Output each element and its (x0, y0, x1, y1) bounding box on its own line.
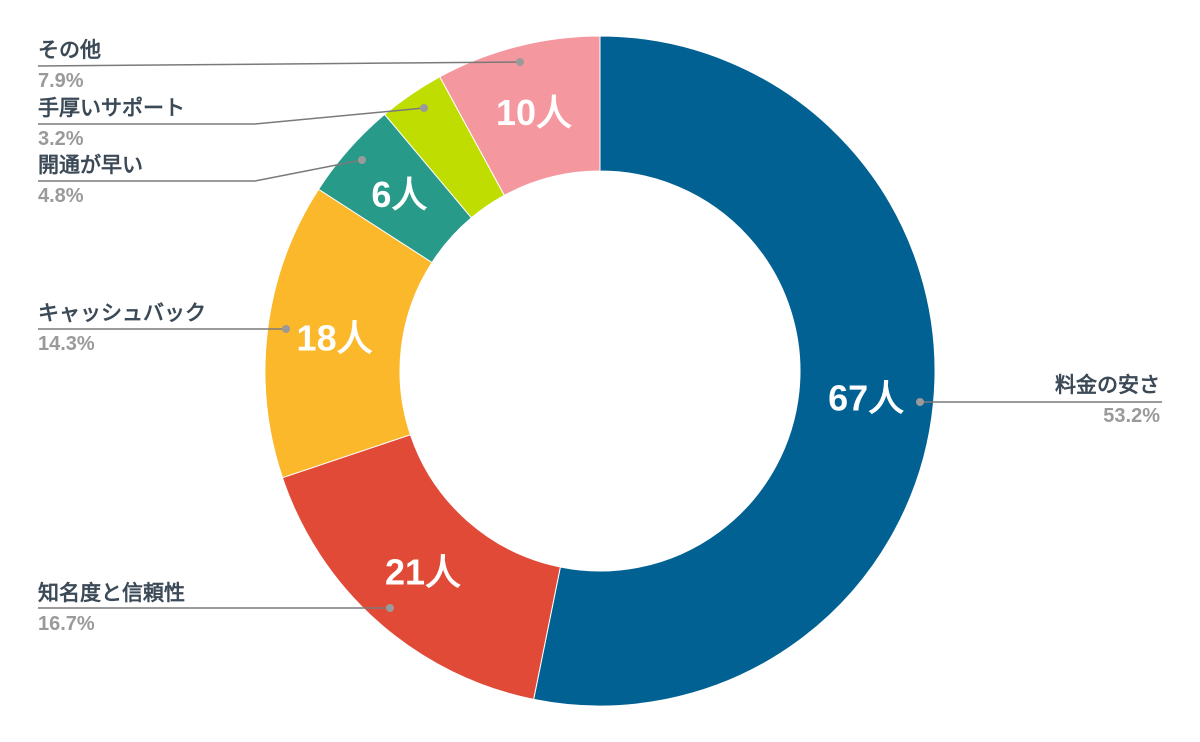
slice-value-label-5: 10人 (496, 92, 572, 133)
percent-label-5: 7.9% (38, 70, 84, 92)
leader-line-4 (38, 107, 425, 125)
category-label-1: 知名度と信頼性 (38, 581, 185, 605)
slice-5 (439, 35, 601, 197)
leader-dot-4 (420, 104, 428, 112)
category-label-0: 料金の安さ (1055, 373, 1160, 397)
slice-1 (281, 434, 561, 700)
slice-value-label-2: 18人 (297, 318, 373, 359)
percent-label-0: 53.2% (1103, 405, 1160, 427)
category-label-3: 開通が早い (38, 153, 143, 177)
percent-label-2: 14.3% (38, 333, 95, 355)
leader-dot-3 (358, 156, 366, 164)
leader-lines-group (37, 58, 1162, 612)
leader-line-3 (38, 159, 363, 182)
category-label-5: その他 (38, 38, 101, 62)
percent-label-1: 16.7% (38, 613, 95, 635)
leader-dot-0 (916, 398, 924, 406)
slices-group (264, 35, 936, 707)
leader-dot-2 (282, 325, 290, 333)
leader-dot-1 (386, 604, 394, 612)
percent-label-3: 4.8% (38, 185, 84, 207)
slice-value-label-3: 6人 (371, 174, 427, 215)
slice-0 (533, 35, 936, 707)
slice-value-label-0: 67人 (828, 378, 904, 419)
percent-label-4: 3.2% (38, 128, 84, 150)
leader-dot-5 (516, 58, 524, 66)
slice-value-label-1: 21人 (385, 552, 461, 593)
category-label-2: キャッシュバック (38, 301, 206, 325)
leader-line-5 (37, 61, 521, 67)
category-label-4: 手厚いサポート (38, 96, 185, 120)
